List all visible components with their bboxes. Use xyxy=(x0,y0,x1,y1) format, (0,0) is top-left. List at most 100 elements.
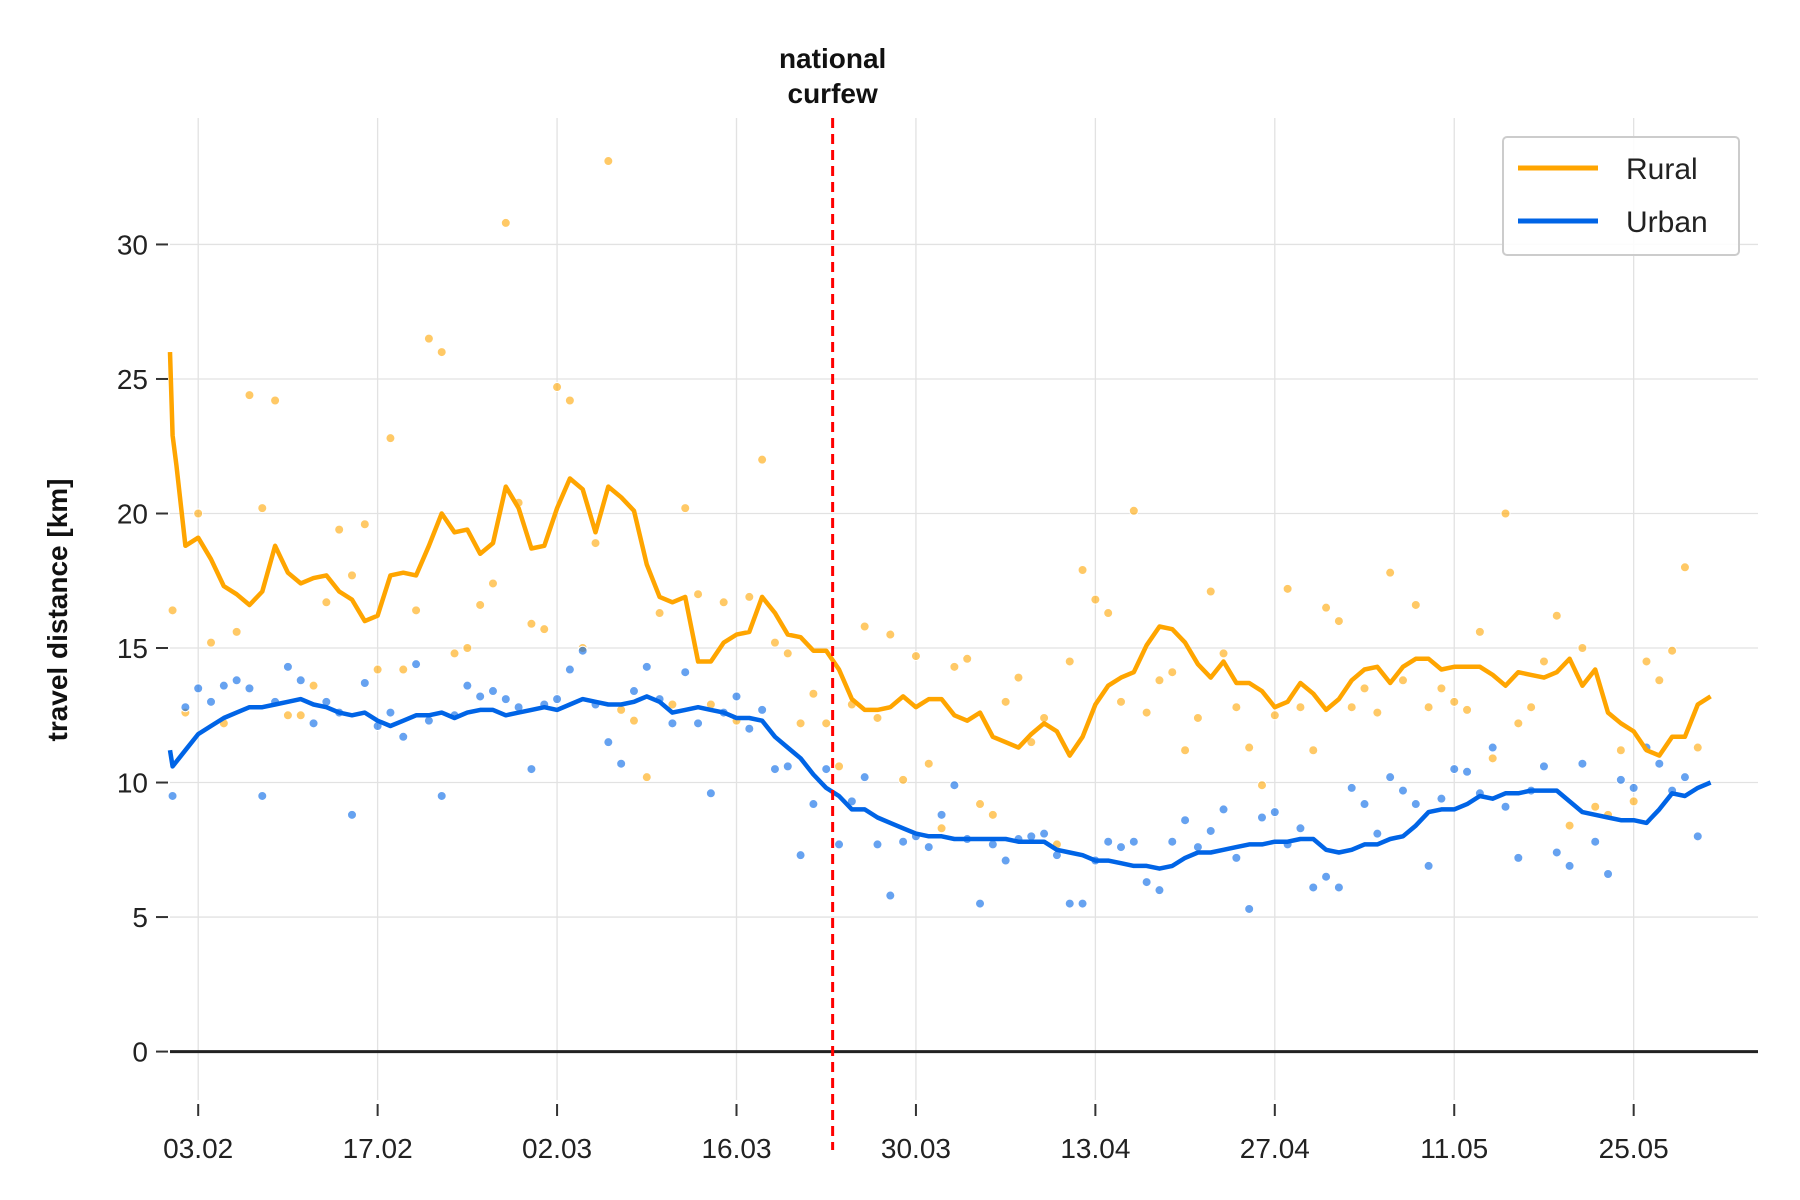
x-tick-label: 27.04 xyxy=(1240,1133,1310,1164)
urban-data-point xyxy=(1308,882,1319,893)
urban-data-point xyxy=(1590,836,1601,847)
rural-data-point xyxy=(1423,702,1434,713)
urban-data-point xyxy=(564,664,575,675)
urban-data-point xyxy=(885,890,896,901)
rural-data-point xyxy=(1116,696,1127,707)
rural-data-point xyxy=(718,597,729,608)
rural-data-point xyxy=(385,433,396,444)
urban-data-point xyxy=(1679,772,1690,783)
urban-data-point xyxy=(180,702,191,713)
urban-data-point xyxy=(1154,885,1165,896)
rural-data-point xyxy=(1551,610,1562,621)
urban-data-point xyxy=(462,680,473,691)
urban-data-point xyxy=(744,723,755,734)
urban-data-point xyxy=(808,799,819,810)
rural-data-point xyxy=(167,605,178,616)
rural-data-point xyxy=(1500,508,1511,519)
rural-data-point xyxy=(1615,745,1626,756)
urban-data-point xyxy=(487,686,498,697)
rural-data-point xyxy=(244,390,255,401)
rural-data-point xyxy=(1513,718,1524,729)
urban-data-point xyxy=(1436,793,1447,804)
rural-data-point xyxy=(975,799,986,810)
urban-data-point xyxy=(282,661,293,672)
rural-data-point xyxy=(321,597,332,608)
urban-data-point xyxy=(821,764,832,775)
axes: 0 5 10 15 20 25 30 03.02 17.02 02.03 16.03 30.03 13.… xyxy=(117,229,1758,1164)
urban-data-point xyxy=(308,718,319,729)
urban-data-point xyxy=(1500,801,1511,812)
rural-data-point xyxy=(1218,648,1229,659)
urban-data-point xyxy=(846,796,857,807)
urban-data-point xyxy=(975,898,986,909)
urban-data-point xyxy=(1628,782,1639,793)
rural-data-point xyxy=(193,508,204,519)
rural-data-point xyxy=(1269,710,1280,721)
rural-data-point xyxy=(1462,704,1473,715)
urban-data-point xyxy=(1000,855,1011,866)
urban-data-point xyxy=(1295,823,1306,834)
urban-data-point xyxy=(295,675,306,686)
urban-data-point xyxy=(398,731,409,742)
rural-data-point xyxy=(667,699,678,710)
y-tick-label: 30 xyxy=(117,229,148,260)
urban-data-point xyxy=(257,790,268,801)
urban-data-point xyxy=(1064,898,1075,909)
urban-data-point xyxy=(782,761,793,772)
rural-data-point xyxy=(744,591,755,602)
rural-data-point xyxy=(923,758,934,769)
rural-line xyxy=(167,352,1712,758)
urban-data-point xyxy=(1167,836,1178,847)
rural-data-point xyxy=(898,774,909,785)
rural-data-point xyxy=(308,680,319,691)
rural-data-point xyxy=(1013,672,1024,683)
urban-data-point xyxy=(1564,860,1575,871)
urban-data-point xyxy=(552,694,563,705)
legend-label-urban: Urban xyxy=(1626,206,1708,239)
urban-data-point xyxy=(641,661,652,672)
urban-data-point xyxy=(1333,882,1344,893)
rural-data-point xyxy=(359,519,370,530)
y-tick-label: 0 xyxy=(132,1037,148,1068)
rural-data-point xyxy=(1090,594,1101,605)
urban-data-point xyxy=(1615,774,1626,785)
urban-data-point xyxy=(898,836,909,847)
urban-data-point xyxy=(923,842,934,853)
urban-data-point xyxy=(1256,812,1267,823)
urban-data-point xyxy=(346,809,357,820)
rural-data-point xyxy=(398,664,409,675)
y-tick-label: 5 xyxy=(132,902,148,933)
rural-data-point xyxy=(1346,702,1357,713)
rural-data-point xyxy=(282,710,293,721)
urban-data-point xyxy=(1654,758,1665,769)
rural-data-point xyxy=(1333,616,1344,627)
curfew-label: curfew xyxy=(788,78,878,109)
urban-data-point xyxy=(1372,828,1383,839)
urban-data-point xyxy=(1103,836,1114,847)
urban-data-point xyxy=(475,691,486,702)
rural-data-point xyxy=(987,809,998,820)
rural-data-point xyxy=(910,651,921,662)
rural-data-point xyxy=(1385,567,1396,578)
y-tick-label: 10 xyxy=(117,768,148,799)
urban-data-point xyxy=(1410,799,1421,810)
urban-data-point xyxy=(987,839,998,850)
urban-data-point xyxy=(1244,903,1255,914)
rural-data-point xyxy=(1410,599,1421,610)
urban-data-point xyxy=(526,764,537,775)
series-lines xyxy=(167,352,1712,871)
urban-data-point xyxy=(693,718,704,729)
rural-data-point xyxy=(1026,737,1037,748)
urban-data-point xyxy=(1449,764,1460,775)
rural-data-point xyxy=(782,648,793,659)
rural-data-point xyxy=(1538,656,1549,667)
urban-data-point xyxy=(411,659,422,670)
rural-data-point xyxy=(1321,602,1332,613)
rural-data-point xyxy=(757,454,768,465)
urban-data-point xyxy=(731,691,742,702)
rural-data-point xyxy=(1641,656,1652,667)
urban-data-point xyxy=(167,790,178,801)
urban-data-point xyxy=(206,696,217,707)
rural-data-point xyxy=(1359,683,1370,694)
urban-data-point xyxy=(1577,758,1588,769)
